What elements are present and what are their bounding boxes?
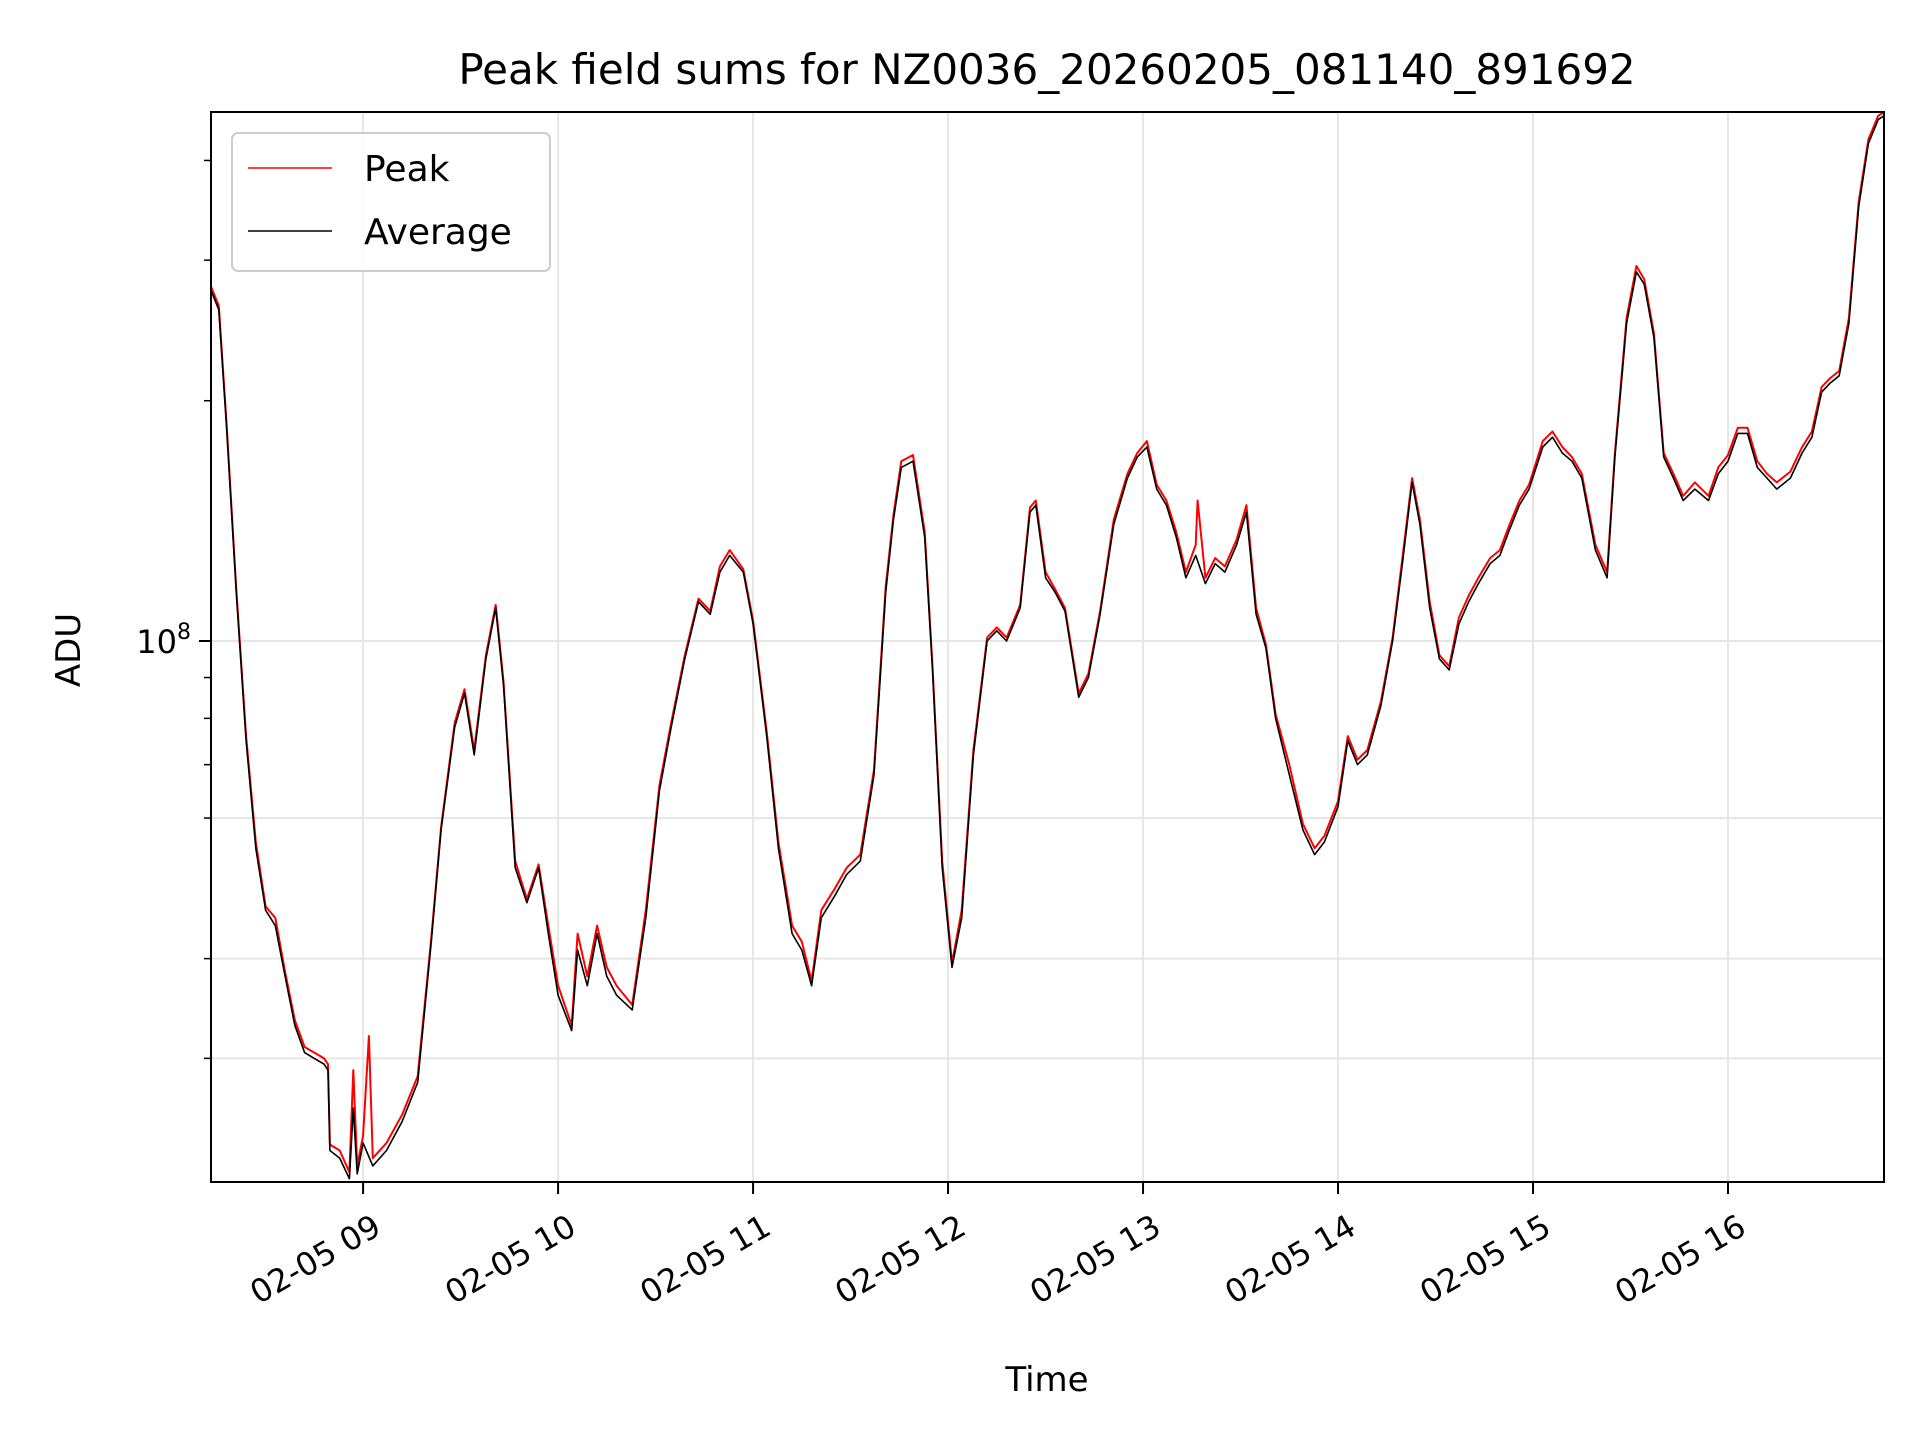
legend-label-peak: Peak [364,149,450,190]
plot-area-frame [210,111,1885,1183]
legend-label-average: Average [364,212,512,253]
plot-lines [210,111,1885,1180]
chart-title: Peak field sums for NZ0036_20260205_0811… [458,45,1635,94]
y-axis-label: ADU [49,613,89,687]
legend: Peak Average [231,132,551,272]
y-tick-label: 108 [136,620,191,661]
series-line-average [210,115,1885,1180]
grid-lines [211,112,1884,1182]
x-axis-label: Time [1004,1360,1088,1400]
y-axis-ticks: 108 [136,159,211,1060]
